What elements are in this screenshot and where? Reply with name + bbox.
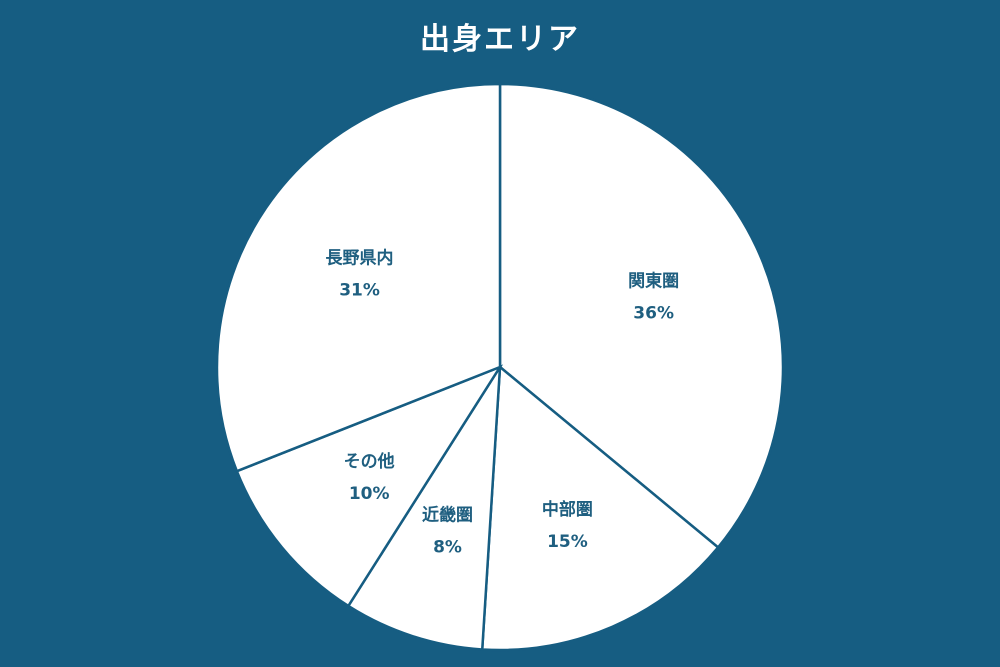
slice-value-kinki: 8% [433,537,462,557]
pie-slice-chubu [480,364,720,652]
slice-value-nagano: 31% [339,281,380,301]
pie-slice-other [235,364,504,608]
chart-title: 出身エリア [420,22,580,57]
slice-value-kanto: 36% [633,304,674,324]
pie-slice-kanto [498,82,785,550]
pie-slice-kinki [346,366,502,651]
slice-label-chubu: 中部圏 [542,499,593,520]
pie-slice-nagano [215,82,502,473]
pie-labels: 関東圏 36% 中部圏 15% 近畿圏 8% その他 10% 長野県内 31% [326,248,680,558]
slice-label-other: その他 [344,451,395,472]
slice-label-kinki: 近畿圏 [422,504,473,525]
slice-value-other: 10% [349,484,390,504]
slice-label-kanto: 関東圏 [628,271,679,292]
pie-slices [215,82,785,652]
slice-value-chubu: 15% [547,532,588,552]
slice-label-nagano: 長野県内 [326,248,394,269]
